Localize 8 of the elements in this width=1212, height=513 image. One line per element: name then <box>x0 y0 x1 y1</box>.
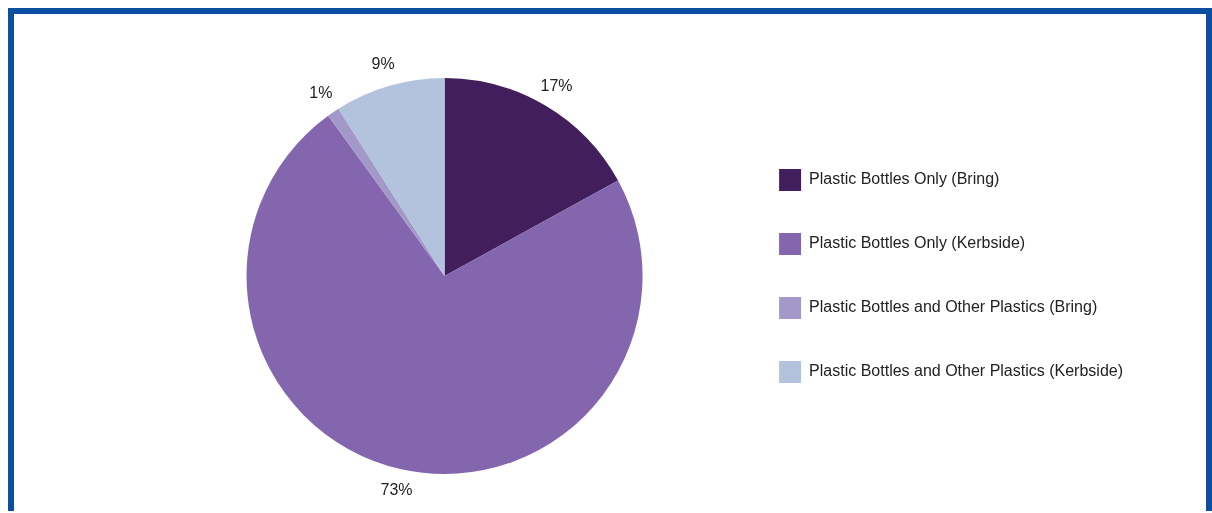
legend-label: Plastic Bottles Only (Bring) <box>809 170 1000 188</box>
legend-label: Plastic Bottles Only (Kerbside) <box>809 234 1026 252</box>
data-label: 1% <box>309 84 333 102</box>
data-label: 9% <box>371 55 395 73</box>
legend-label: Plastic Bottles and Other Plastics (Kerbside) <box>809 362 1123 380</box>
legend-label: Plastic Bottles and Other Plastics (Bring) <box>809 298 1098 316</box>
data-label: 73% <box>380 481 413 499</box>
data-label: 17% <box>540 77 573 95</box>
